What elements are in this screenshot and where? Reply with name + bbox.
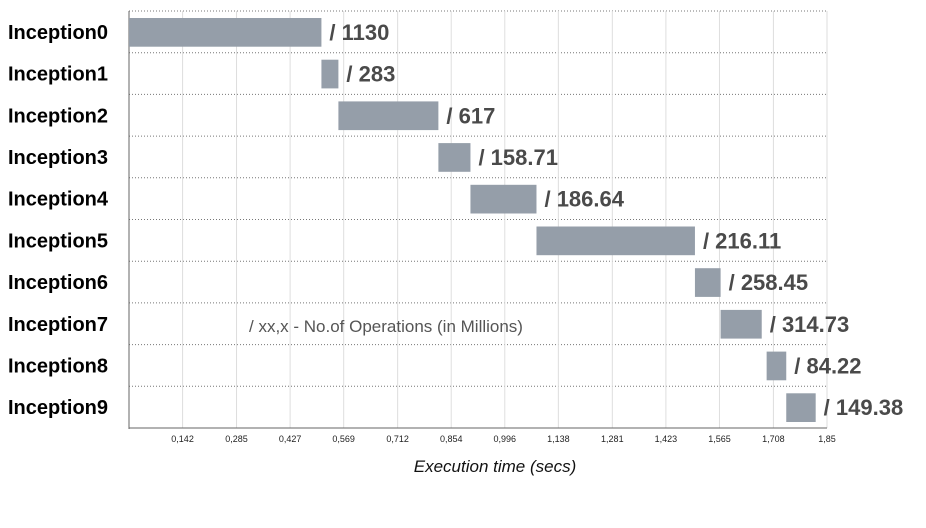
bar-inception3 [438,143,471,172]
x-tick-label: 1,423 [655,434,678,444]
x-tick-label: 1,565 [708,434,731,444]
x-tick-label: 0,569 [332,434,355,444]
value-label: / 84.22 [794,353,861,378]
x-tick-label: 0,285 [225,434,248,444]
value-label: / 158.71 [478,145,558,170]
x-axis-label: Execution time (secs) [414,457,577,476]
category-label: Inception2 [8,105,108,127]
category-label: Inception5 [8,230,108,252]
x-tick-label: 0,712 [386,434,409,444]
x-tick-label: 0,427 [279,434,302,444]
category-label: Inception7 [8,314,108,336]
value-labels: / 1130 / 283 / 617 / 158.71 / 186.64 / 216.11… [329,20,903,420]
category-label: Inception0 [8,22,108,44]
bar-inception6 [694,268,721,297]
x-tick-label: 1,708 [762,434,785,444]
category-label: Inception6 [8,272,108,294]
value-label: / 149.38 [824,395,904,420]
bars [129,18,816,422]
bar-inception7 [720,309,762,339]
value-label: / 1130 [329,20,389,45]
value-label: / 283 [346,62,395,87]
bar-inception4 [470,184,537,214]
value-label: / 314.73 [770,312,850,337]
x-tick-label: 1,281 [601,434,624,444]
operations-annotation: / xx,x - No.of Operations (in Millions) [249,317,523,336]
value-label: / 186.64 [544,187,624,212]
value-label: / 617 [446,103,495,128]
category-label: Inception4 [8,189,109,211]
category-label: Inception9 [8,397,108,419]
category-labels: Inception0 Inception1 Inception2 Inception3… [8,22,109,419]
category-label: Inception8 [8,355,108,377]
x-tick-label: 0,142 [171,434,194,444]
value-label: / 258.45 [729,270,809,295]
bar-inception5 [536,226,695,256]
x-tick-label: 1,85 [818,434,836,444]
category-label: Inception3 [8,147,108,169]
x-tick-labels: 0,142 0,285 0,427 0,569 0,712 0,854 0,996 1,138… [171,434,835,444]
value-label: / 216.11 [703,228,781,253]
bar-inception9 [786,393,816,422]
grid-lines [128,10,828,429]
bar-inception0 [129,18,322,47]
category-label: Inception1 [8,64,108,86]
x-tick-label: 1,138 [547,434,570,444]
bar-inception8 [766,351,787,381]
bar-inception1 [321,59,339,89]
x-tick-label: 0,854 [440,434,463,444]
bar-inception2 [338,101,439,131]
x-tick-label: 0,996 [494,434,517,444]
